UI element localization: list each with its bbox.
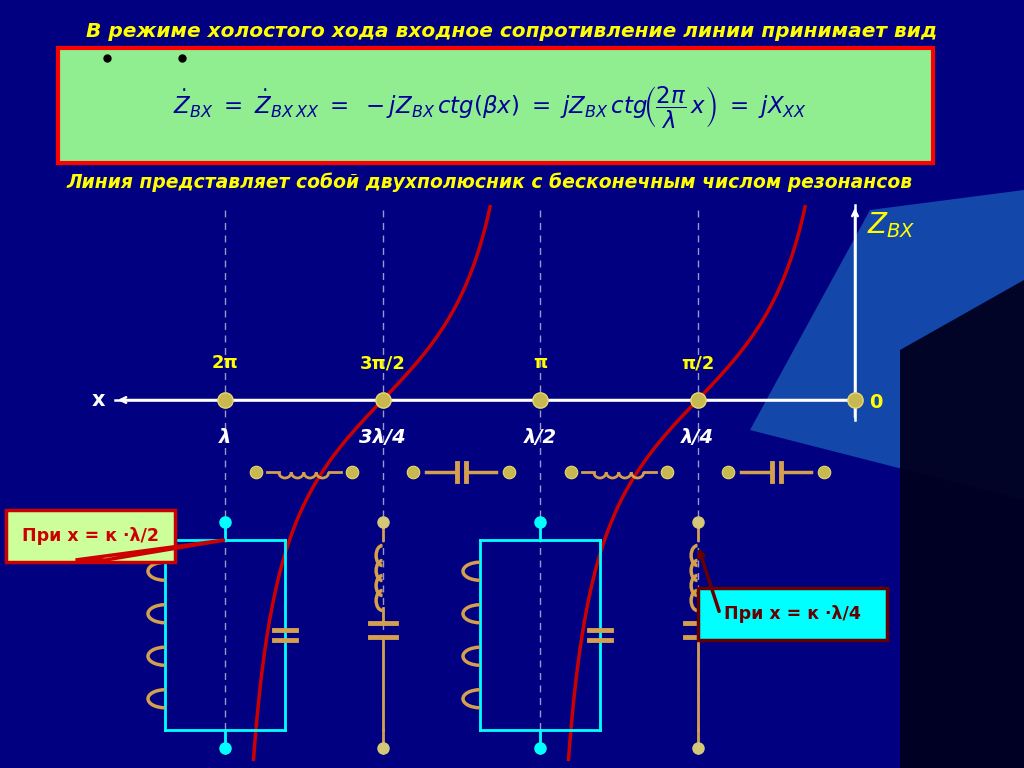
Text: 0: 0	[869, 392, 883, 412]
Text: При x = к ·λ/2: При x = к ·λ/2	[22, 527, 159, 545]
Text: В режиме холостого хода входное сопротивление линии принимает вид: В режиме холостого хода входное сопротив…	[86, 22, 938, 41]
Text: λ: λ	[219, 428, 231, 447]
Text: λ/4: λ/4	[681, 428, 714, 447]
Text: Линия представляет собой двухполюсник с бесконечным числом резонансов: Линия представляет собой двухполюсник с …	[67, 172, 913, 191]
Text: 3λ/4: 3λ/4	[359, 428, 406, 447]
FancyBboxPatch shape	[58, 48, 933, 163]
Text: λ/2: λ/2	[523, 428, 557, 447]
Text: x: x	[91, 390, 105, 410]
Text: $\dot{Z}_{BX}\ =\ \dot{Z}_{BX\,XX}\ =\ -jZ_{BX}\,ctg(\beta x)\ =\ jZ_{BX}\,ctg\!: $\dot{Z}_{BX}\ =\ \dot{Z}_{BX\,XX}\ =\ -…	[173, 85, 807, 131]
FancyBboxPatch shape	[6, 510, 175, 562]
Text: При x = к ·λ/4: При x = к ·λ/4	[724, 605, 861, 623]
FancyBboxPatch shape	[698, 588, 887, 640]
Text: 2π: 2π	[212, 354, 239, 372]
Text: π: π	[532, 354, 547, 372]
Text: π/2: π/2	[681, 354, 714, 372]
Polygon shape	[76, 540, 225, 560]
Polygon shape	[750, 190, 1024, 500]
Polygon shape	[900, 280, 1024, 768]
Text: $Z_{BX}$: $Z_{BX}$	[867, 210, 915, 240]
Text: 3π/2: 3π/2	[359, 354, 406, 372]
